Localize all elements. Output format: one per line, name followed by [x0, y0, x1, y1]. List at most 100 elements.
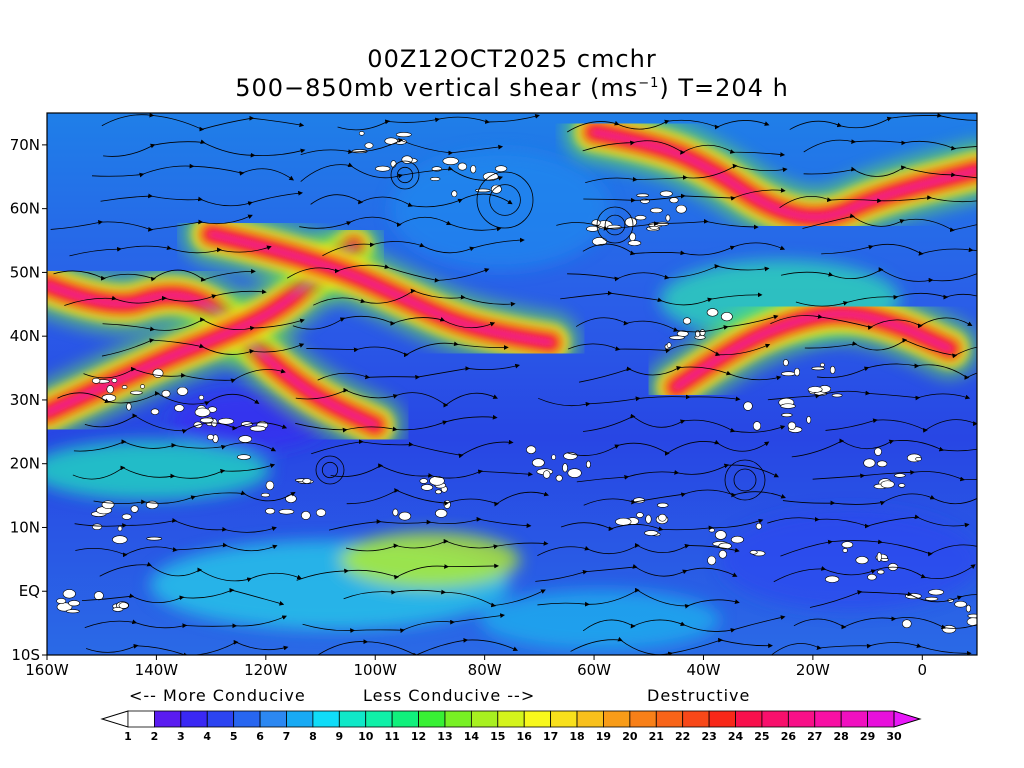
streamline: [567, 343, 771, 357]
colorbar-label: 24: [728, 730, 744, 743]
low-shear-patch: [392, 508, 399, 517]
streamline: [345, 538, 549, 552]
x-tick-label: 140W: [135, 661, 179, 679]
colorbar-label: 28: [834, 730, 849, 743]
low-shear-patch: [429, 177, 441, 181]
streamline: [579, 366, 782, 383]
low-shear-patch: [302, 478, 312, 484]
y-tick-label: 20N: [10, 455, 40, 473]
low-shear-patch: [825, 575, 840, 583]
streamline: [567, 264, 770, 282]
low-shear-patch: [669, 335, 685, 340]
low-shear-patch: [398, 511, 412, 521]
low-shear-patch: [636, 193, 649, 198]
colorbar-swatch: [787, 710, 816, 728]
streamline: [99, 561, 302, 582]
y-tick-label: 10S: [11, 646, 40, 664]
low-shear-patch: [91, 377, 101, 384]
colorbar-swatch: [497, 710, 525, 728]
low-shear-patch: [894, 473, 906, 478]
low-shear-patch: [301, 510, 311, 520]
streamline: [53, 268, 256, 282]
colorbar-label: 6: [256, 730, 264, 743]
map-frame: [46, 112, 978, 656]
colorbar-swatch: [576, 710, 604, 728]
streamline: [73, 439, 277, 452]
low-shear-patch: [645, 514, 652, 524]
streamline: [767, 390, 971, 401]
low-shear-patch: [699, 329, 706, 336]
streamline: [538, 394, 741, 407]
streamline: [585, 163, 788, 183]
streamline: [780, 267, 977, 283]
low-shear-patch: [707, 555, 717, 566]
colorbar-label: 11: [384, 730, 399, 743]
circulation-loop-inner: [489, 184, 521, 216]
low-shear-patch: [92, 523, 103, 530]
low-shear-patch: [390, 160, 397, 168]
x-tick-label: 20W: [796, 661, 830, 679]
streamline: [560, 290, 763, 306]
destructive-label: Destructive: [647, 686, 751, 705]
low-shear-patch: [783, 359, 789, 367]
low-shear-patch: [902, 619, 912, 629]
colorbar-swatch: [814, 710, 842, 728]
streamline: [286, 264, 490, 283]
low-shear-patch: [966, 617, 977, 627]
low-shear-patch: [93, 591, 104, 601]
streamline: [802, 213, 977, 233]
low-shear-patch: [806, 416, 812, 424]
low-shear-patch: [755, 522, 762, 530]
streamline: [582, 413, 786, 433]
colorbar-label: 10: [358, 730, 374, 743]
streamline: [575, 314, 779, 333]
low-shear-patch: [811, 366, 825, 371]
colorbar-swatch: [682, 710, 710, 728]
low-shear-patch: [194, 407, 211, 418]
low-shear-patch: [915, 456, 922, 462]
subtitle-main: 500−850mb vertical shear (ms: [235, 74, 639, 102]
low-shear-patch: [551, 454, 556, 460]
circulation-loop-inner: [733, 468, 757, 492]
circulation-loop: [724, 459, 766, 501]
streamline: [84, 615, 287, 629]
low-shear-patch: [781, 412, 793, 418]
streamline: [773, 564, 976, 583]
streamline: [793, 615, 977, 630]
low-shear-patch: [658, 513, 667, 522]
low-shear-patch: [66, 609, 80, 614]
streamline: [103, 139, 306, 158]
low-shear-patch: [855, 556, 869, 565]
low-shear-patch: [207, 434, 215, 441]
low-shear-patch: [898, 483, 906, 488]
streamline: [770, 642, 972, 655]
colorbar-swatch: [655, 710, 684, 728]
low-shear-patch: [435, 509, 448, 518]
low-shear-patch: [278, 508, 295, 515]
streamline: [789, 113, 977, 130]
low-shear-patch: [876, 460, 888, 468]
low-shear-patch: [743, 401, 753, 411]
streamline: [582, 615, 786, 633]
colorbar-swatch: [603, 710, 631, 728]
streamline: [81, 587, 285, 606]
low-shear-patch: [161, 389, 171, 398]
y-tick-label: EQ: [19, 582, 40, 600]
low-shear-patch: [419, 478, 428, 484]
low-shear-patch: [140, 384, 145, 389]
colorbar-swatch: [312, 710, 340, 728]
x-tick-label: 100W: [354, 661, 398, 679]
x-tick-label: 40W: [687, 661, 721, 679]
low-shear-patch: [780, 403, 796, 409]
y-tick-label: 40N: [10, 327, 40, 345]
y-tick-label: 30N: [10, 391, 40, 409]
streamline: [582, 140, 786, 157]
low-shear-patch: [624, 217, 637, 227]
subtitle-units-exponent: −1: [638, 76, 660, 91]
streamline: [92, 163, 295, 181]
low-shear-patch: [592, 237, 608, 246]
streamline: [537, 543, 740, 556]
low-shear-patch: [675, 204, 687, 214]
low-shear-patch: [829, 365, 836, 374]
streamline: [102, 317, 305, 332]
